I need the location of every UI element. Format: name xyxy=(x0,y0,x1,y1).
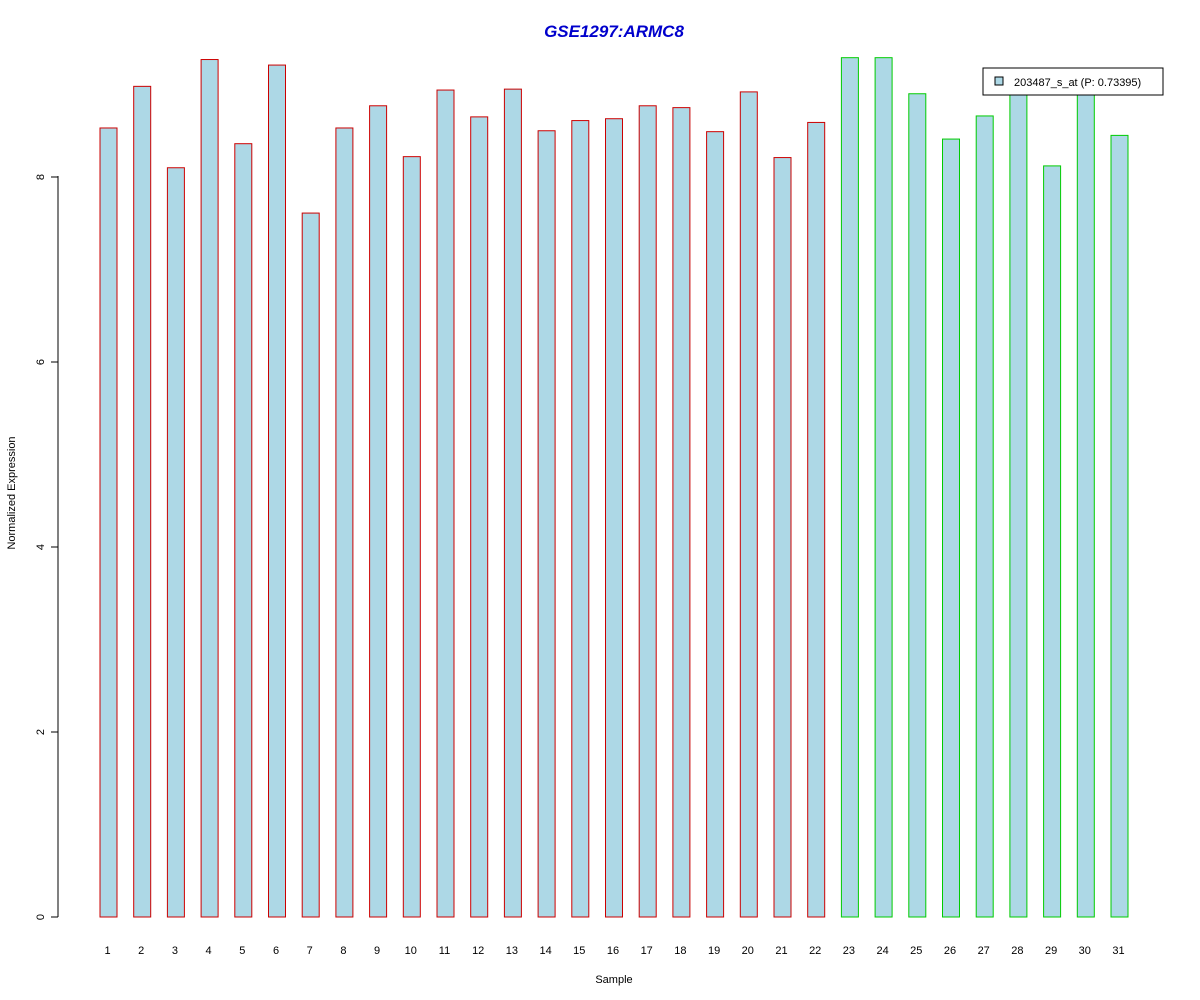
bar xyxy=(99,127,118,918)
x-tick-label: 24 xyxy=(876,945,888,957)
x-tick-label: 16 xyxy=(607,945,619,957)
x-tick-label: 14 xyxy=(539,945,551,957)
x-tick-label: 13 xyxy=(506,945,518,957)
bar xyxy=(234,143,253,918)
x-tick-label: 30 xyxy=(1079,945,1091,957)
bar xyxy=(200,59,219,918)
x-tick-label: 12 xyxy=(472,945,484,957)
bar xyxy=(706,131,725,918)
bar xyxy=(1076,85,1095,918)
x-tick-label: 27 xyxy=(978,945,990,957)
bar xyxy=(166,167,185,918)
y-tick-label: 8 xyxy=(35,174,47,180)
bar xyxy=(638,105,657,918)
legend-label: 203487_s_at (P: 0.73395) xyxy=(1014,77,1141,89)
bar xyxy=(503,88,522,918)
x-tick-label: 4 xyxy=(206,945,212,957)
x-tick-label: 10 xyxy=(405,945,417,957)
bar xyxy=(975,115,994,918)
x-tick-label: 7 xyxy=(307,945,313,957)
x-tick-label: 19 xyxy=(708,945,720,957)
bar xyxy=(402,156,421,918)
x-tick-label: 22 xyxy=(809,945,821,957)
x-axis-label: Sample xyxy=(595,974,632,986)
legend-swatch xyxy=(994,76,1004,86)
y-axis: 0 2 4 6 8 xyxy=(35,174,59,920)
x-tick-label: 25 xyxy=(910,945,922,957)
x-tick-label: 21 xyxy=(775,945,787,957)
x-tick-label: 2 xyxy=(138,945,144,957)
y-tick-label: 2 xyxy=(35,729,47,735)
x-tick-label: 6 xyxy=(273,945,279,957)
x-tick-label: 5 xyxy=(239,945,245,957)
x-tick-label: 23 xyxy=(843,945,855,957)
bar xyxy=(773,157,792,918)
legend-box xyxy=(982,67,1164,96)
x-tick-label: 31 xyxy=(1112,945,1124,957)
x-tick-label: 15 xyxy=(573,945,585,957)
bar xyxy=(874,57,893,918)
x-tick-label: 1 xyxy=(104,945,110,957)
chart-title: GSE1297:ARMC8 xyxy=(544,22,684,41)
bar xyxy=(268,64,286,918)
x-tick-label: 18 xyxy=(674,945,686,957)
bar xyxy=(605,118,623,918)
x-tick-label: 8 xyxy=(340,945,346,957)
bar xyxy=(807,121,826,918)
bar xyxy=(133,85,152,918)
legend: 203487_s_at (P: 0.73395) xyxy=(982,67,1164,96)
x-tick-label: 26 xyxy=(944,945,956,957)
x-tick-label: 9 xyxy=(374,945,380,957)
bar xyxy=(436,89,455,918)
x-ticks-group: 1 2 3 4 5 6 7 8 9 10 11 12 13 14 15 16 17 18 19 20 21 22 23 24 2… xyxy=(104,945,1124,957)
bar xyxy=(840,57,859,918)
bar xyxy=(739,91,758,918)
bar xyxy=(1110,134,1129,918)
bar xyxy=(335,127,354,918)
x-tick-label: 3 xyxy=(172,945,178,957)
x-tick-label: 20 xyxy=(742,945,754,957)
y-tick-label: 4 xyxy=(35,544,47,550)
y-axis-label: Normalized Expression xyxy=(6,436,18,549)
bar xyxy=(537,130,556,918)
bar xyxy=(1043,165,1062,918)
bar xyxy=(908,93,927,918)
x-tick-label: 11 xyxy=(439,945,450,957)
bar xyxy=(942,138,960,918)
y-tick-label: 6 xyxy=(35,359,47,365)
bar xyxy=(369,105,388,918)
bar xyxy=(571,120,590,918)
bar xyxy=(301,212,320,918)
bars-group xyxy=(99,57,1129,918)
x-tick-label: 28 xyxy=(1011,945,1023,957)
x-tick-label: 29 xyxy=(1045,945,1057,957)
x-tick-label: 17 xyxy=(641,945,653,957)
y-tick-label: 0 xyxy=(35,914,47,920)
bar xyxy=(470,116,489,918)
bar xyxy=(672,107,691,918)
bar xyxy=(1009,88,1028,918)
